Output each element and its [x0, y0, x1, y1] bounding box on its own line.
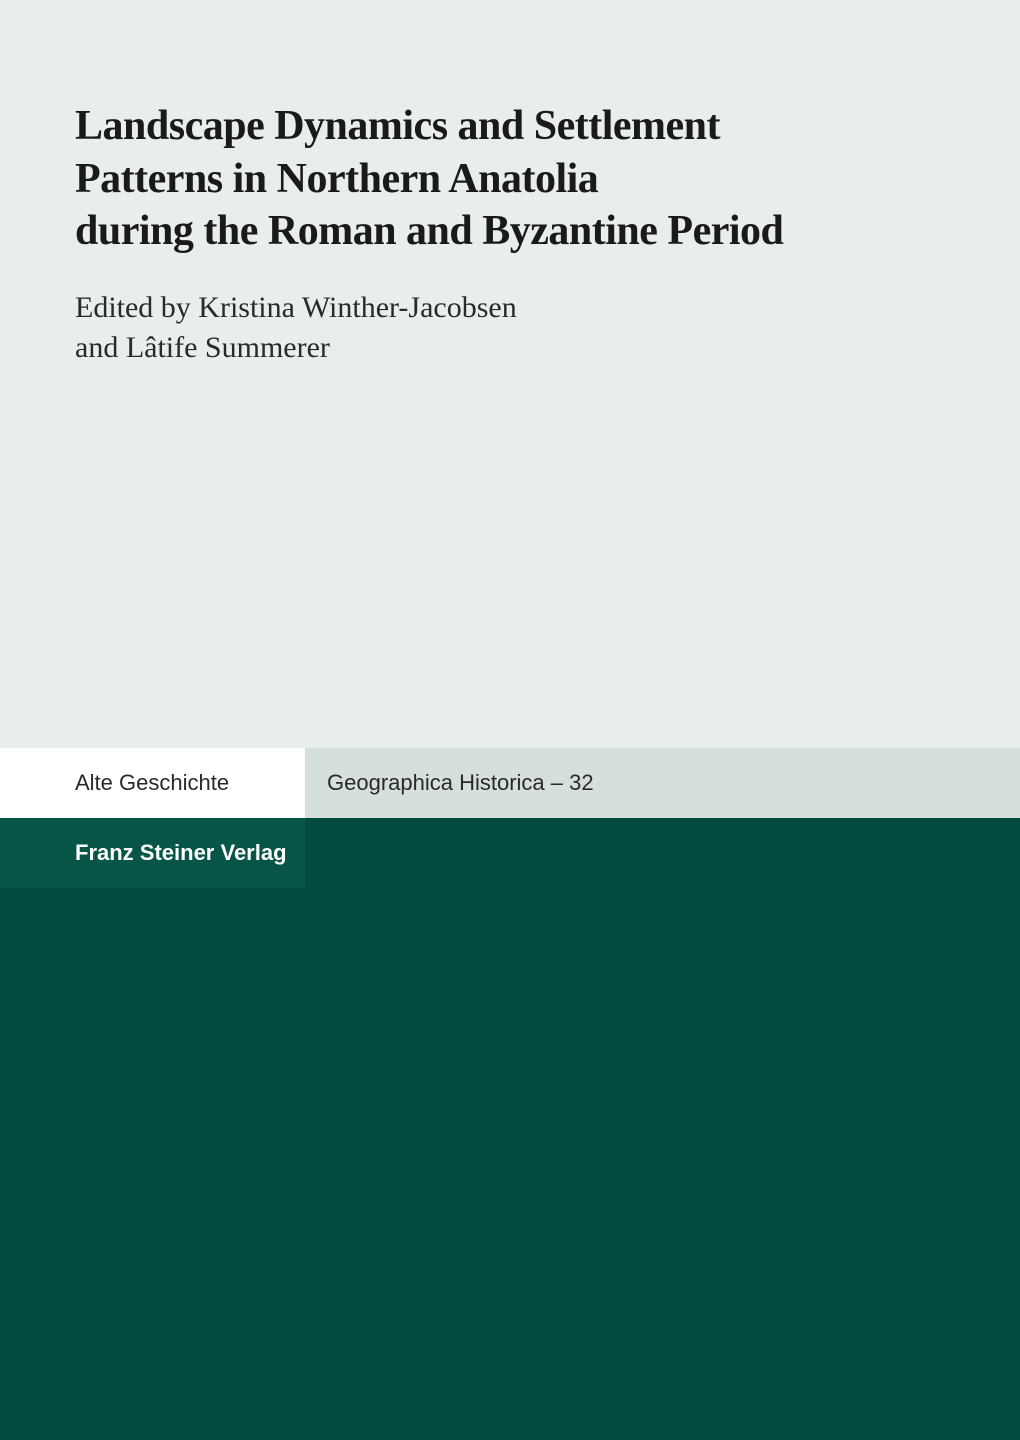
publisher-band: Franz Steiner Verlag — [0, 818, 1020, 888]
editors: Edited by Kristina Winther-Jacobsen and … — [75, 288, 945, 369]
publisher-right — [305, 818, 1020, 888]
bottom-section — [0, 888, 1020, 1440]
editors-line-2: and Lâtife Summerer — [75, 331, 330, 364]
publisher-label: Franz Steiner Verlag — [75, 840, 287, 866]
publisher-left: Franz Steiner Verlag — [0, 818, 305, 888]
series-label: Geographica Historica – 32 — [327, 770, 594, 796]
category-label: Alte Geschichte — [75, 770, 229, 796]
editors-line-1: Edited by Kristina Winther-Jacobsen — [75, 291, 517, 324]
title-line-3: during the Roman and Byzantine Period — [75, 208, 783, 254]
book-cover: Landscape Dynamics and Settlement Patter… — [0, 0, 1020, 1440]
upper-section: Landscape Dynamics and Settlement Patter… — [0, 0, 1020, 748]
title-line-1: Landscape Dynamics and Settlement — [75, 103, 720, 149]
title-line-2: Patterns in Northern Anatolia — [75, 156, 598, 202]
category-right: Geographica Historica – 32 — [305, 748, 1020, 818]
category-left: Alte Geschichte — [0, 748, 305, 818]
book-title: Landscape Dynamics and Settlement Patter… — [75, 100, 945, 258]
category-band: Alte Geschichte Geographica Historica – … — [0, 748, 1020, 818]
